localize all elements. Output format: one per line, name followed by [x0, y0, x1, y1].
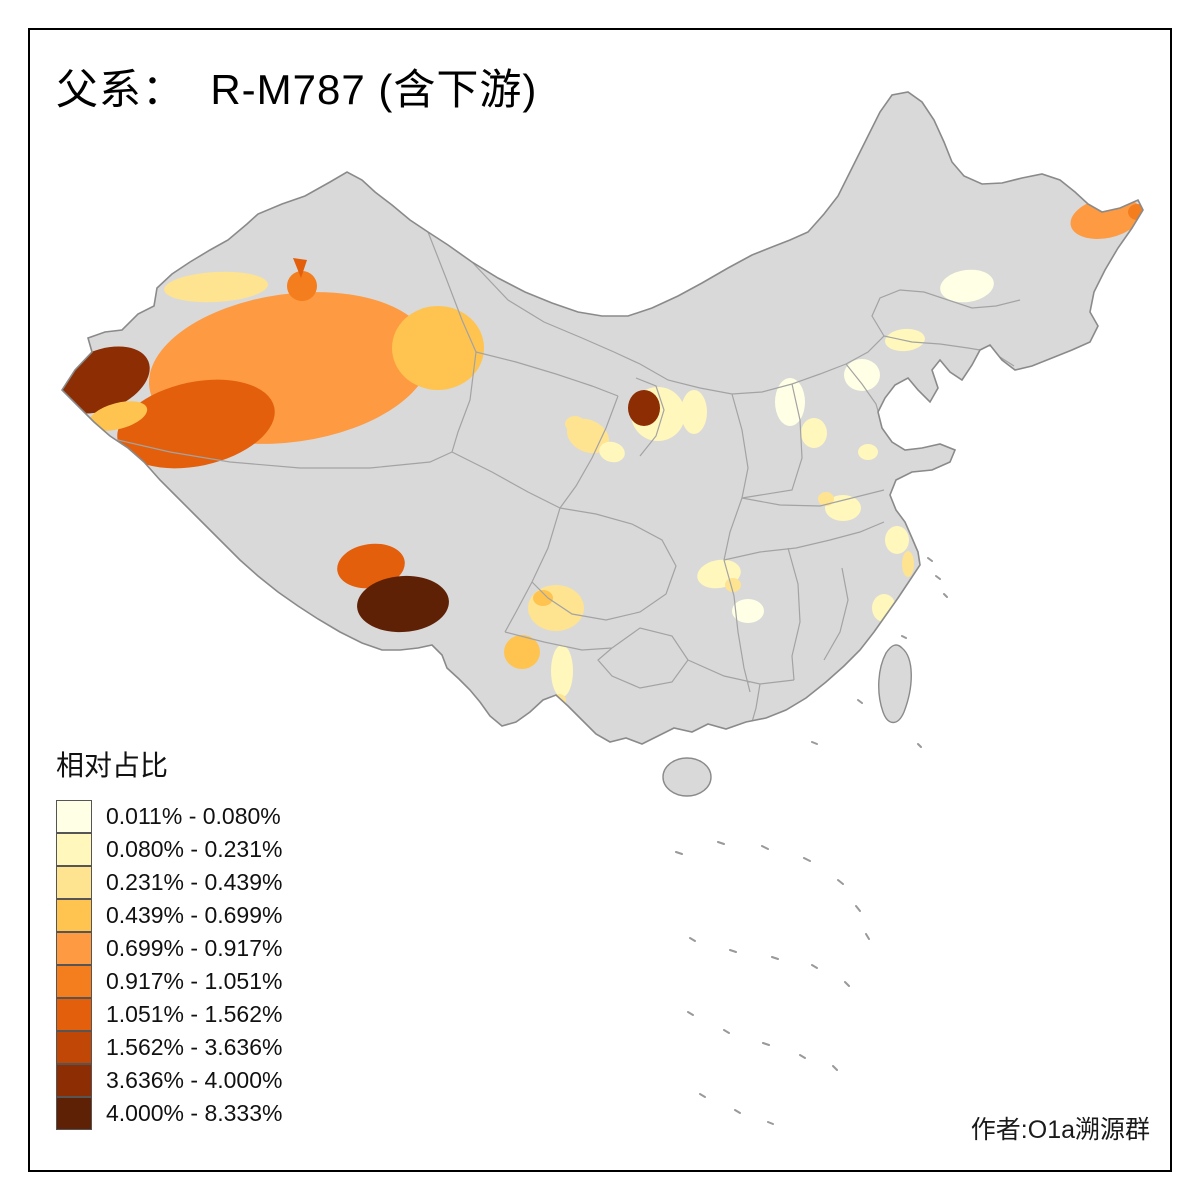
- legend-item: 0.011% - 0.080%: [56, 800, 282, 833]
- legend-label: 0.699% - 0.917%: [106, 935, 283, 961]
- region-anhui-north-dot: [818, 492, 834, 506]
- legend-item: 0.439% - 0.699%: [56, 899, 282, 932]
- region-tibet-west-orange: [337, 543, 405, 589]
- region-jiangsu-patch: [885, 526, 909, 554]
- legend-swatch-icon: [56, 1097, 92, 1130]
- legend-label: 0.439% - 0.699%: [106, 902, 283, 928]
- author-credit: 作者:O1a溯源群: [970, 1116, 1150, 1144]
- legend-label: 0.011% - 0.080%: [106, 803, 281, 829]
- legend-label: 3.636% - 4.000%: [106, 1067, 283, 1093]
- region-ningxia-core: [628, 390, 660, 426]
- region-shanxi-patch: [775, 378, 805, 426]
- legend-label: 4.000% - 8.333%: [106, 1100, 283, 1126]
- legend-swatch-icon: [56, 998, 92, 1031]
- legend-item: 1.051% - 1.562%: [56, 998, 282, 1031]
- region-xinjiang-kashgar-south-fringe: [88, 401, 148, 431]
- legend-swatch-icon: [56, 965, 92, 998]
- region-qinghai-dot: [565, 416, 585, 432]
- legend-swatch-icon: [56, 1064, 92, 1097]
- china-mainland: [62, 92, 1143, 744]
- region-shanghai-coast-strip: [902, 551, 914, 577]
- region-beijing-area-patch: [844, 359, 880, 391]
- region-heilongjiang-central-pale: [940, 269, 994, 303]
- legend-swatch-icon: [56, 932, 92, 965]
- legend-swatch-icon: [56, 833, 92, 866]
- region-shaanxi-north-patch: [681, 390, 707, 434]
- region-hunan-patch: [732, 599, 764, 623]
- region-xinjiang-northeast-tip: [293, 258, 307, 278]
- legend-item: 0.699% - 0.917%: [56, 932, 282, 965]
- legend-title: 相对占比: [56, 750, 169, 781]
- hainan-island: [662, 757, 712, 797]
- map-legend: 相对占比 0.011% - 0.080% 0.080% - 0.231% 0.2…: [56, 744, 282, 1130]
- region-xinjiang-north-strip: [164, 271, 268, 303]
- legend-item: 4.000% - 8.333%: [56, 1097, 282, 1130]
- region-heilongjiang-northeast: [1070, 197, 1142, 239]
- region-shandong-patch: [858, 444, 878, 460]
- region-sichuan-west-dot: [533, 590, 553, 606]
- region-gansu-lanzhou-patch: [599, 441, 625, 463]
- region-henan-patch: [825, 495, 861, 521]
- region-hebei-south-patch: [801, 418, 827, 448]
- legend-item: 0.917% - 1.051%: [56, 965, 282, 998]
- south-china-sea-islands: [675, 557, 948, 1125]
- legend-swatch-icon: [56, 866, 92, 899]
- china-outline: [60, 91, 1144, 745]
- region-hubei-dot: [725, 578, 741, 592]
- legend-item: 1.562% - 3.636%: [56, 1031, 282, 1064]
- legend-label: 1.051% - 1.562%: [106, 1001, 283, 1027]
- region-heilongjiang-northeast-tip: [1128, 204, 1143, 220]
- legend-item: 3.636% - 4.000%: [56, 1064, 282, 1097]
- legend-label: 1.562% - 3.636%: [106, 1034, 283, 1060]
- region-xinjiang-northeast-patch: [287, 271, 317, 301]
- legend-swatch-icon: [56, 800, 92, 833]
- legend-label: 0.231% - 0.439%: [106, 869, 283, 895]
- choropleth-regions: [62, 197, 1143, 706]
- legend-label: 0.917% - 1.051%: [106, 968, 283, 994]
- taiwan-island: [878, 644, 912, 724]
- region-yunnan-central-patch: [504, 635, 540, 669]
- region-yunnan-east-strip: [551, 645, 573, 697]
- legend-label: 0.080% - 0.231%: [106, 836, 283, 862]
- page-title: 父系： R-M787 (含下游): [56, 66, 538, 113]
- region-xinjiang-east-hami: [392, 306, 484, 390]
- province-boundaries: [117, 231, 1021, 723]
- legend-swatch-icon: [56, 899, 92, 932]
- region-xinjiang-hotan: [117, 379, 275, 469]
- region-tibet-south-dark: [357, 575, 449, 633]
- legend-item: 0.231% - 0.439%: [56, 866, 282, 899]
- legend-swatch-icon: [56, 1031, 92, 1064]
- region-sichuan-patch: [528, 585, 584, 631]
- legend-item: 0.080% - 0.231%: [56, 833, 282, 866]
